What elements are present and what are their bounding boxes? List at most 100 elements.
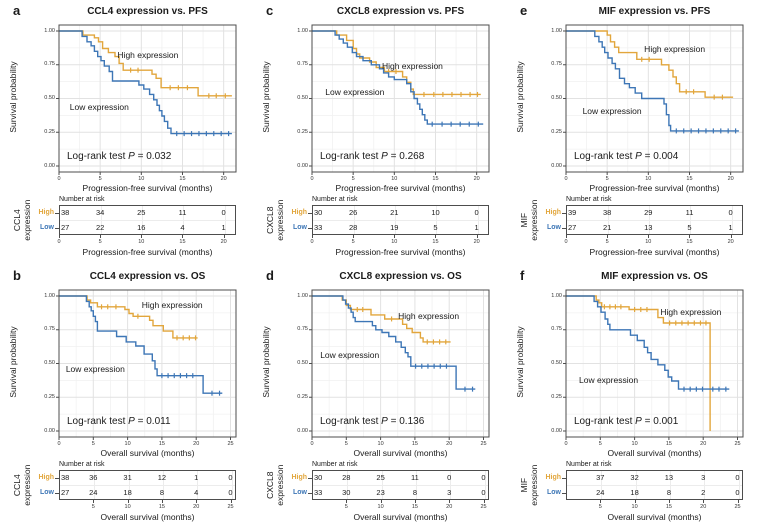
risk-row-tick [308,492,312,494]
y-tick-label: 0.50 [297,95,308,101]
risk-tick-label: 25 [734,504,741,510]
panel-title: MIF expression vs. PFS [598,6,711,17]
x-tick-label: 10 [124,441,131,447]
high-expression-label: High expression [398,311,460,322]
risk-row-tick [562,212,566,214]
risk-value-high: 11 [178,208,187,217]
x-tick-label: 0 [564,176,568,182]
risk-value-low: 16 [137,223,146,232]
risk-value-low: 24 [89,488,98,497]
x-tick-label: 15 [179,176,186,182]
risk-row-tick [562,492,566,494]
risk-axis-tick [127,500,129,503]
risk-row-label-high: High [291,474,307,481]
gene-expression-word: expression [529,199,539,241]
risk-axis-tick [182,235,184,238]
risk-value-high: 11 [411,473,419,482]
risk-value-low: 0 [735,488,740,497]
risk-axis-tick [196,500,198,503]
logrank-test-text: Log-rank test P = 0.032 [67,151,171,162]
risk-value-high: 13 [664,473,674,482]
gene-name: CXCL8 [264,471,275,499]
risk-tick-label: 10 [645,239,652,245]
x-tick-label: 5 [598,441,602,447]
risk-tick-label: 10 [391,239,398,245]
y-tick-label: 1.00 [551,292,562,299]
gene-axis-label: MIF expression [519,180,539,260]
panel-title: MIF expression vs. OS [601,271,708,282]
km-curve-high-expression [59,295,198,339]
risk-tick-label: 10 [124,504,131,510]
risk-value-low: 8 [159,488,164,497]
panel-e: e MIF expression vs. PFS Survival probabil… [507,0,760,265]
risk-table-header: Number at risk [59,461,105,468]
panel-letter: d [266,268,274,283]
risk-value-high: 0 [735,473,740,482]
risk-axis-tick [703,500,705,503]
plot-border [311,289,490,438]
risk-row-label-high: High [38,209,54,216]
risk-tick-label: 5 [91,504,95,510]
risk-value-high: 25 [376,473,385,482]
risk-axis-tick [730,235,732,238]
risk-value-high: 26 [348,208,358,217]
risk-value-low: 13 [644,223,653,232]
y-tick-label: 1.00 [44,292,55,299]
y-tick-label: 0.50 [551,360,562,366]
risk-value-low: 27 [61,223,70,232]
risk-row-divider [313,220,488,221]
plot-border [311,24,490,173]
km-curve-high-expression [566,30,734,98]
panel-letter: e [520,3,528,18]
p-value: = 0.004 [641,150,679,162]
panel-title: CXCL8 expression vs. PFS [336,6,465,17]
risk-tick-label: 15 [411,504,418,510]
logrank-label: Log-rank test [320,150,379,162]
risk-table [59,470,236,500]
risk-tick-label: 15 [665,504,672,510]
risk-value-high: 0 [447,473,452,482]
panel-letter: f [520,268,525,283]
panel-letter: b [13,268,21,283]
risk-table-header: Number at risk [566,461,612,468]
gene-axis-label: MIF expression [519,445,539,525]
y-tick-label: 1.00 [297,292,308,299]
risk-axis-tick [476,235,478,238]
risk-axis-tick [483,500,485,503]
panel-title: CXCL8 expression vs. OS [339,271,462,282]
risk-row-label-low: Low [293,489,307,496]
risk-row-tick [562,477,566,479]
km-curve-low-expression [59,30,232,135]
risk-value-low: 33 [314,488,323,497]
y-tick-label: 0.75 [551,326,562,333]
gene-name: MIF [518,212,529,228]
km-plot [56,289,237,440]
x-tick-label: 10 [138,176,145,182]
x-tick-label: 10 [631,441,638,447]
x-tick-label: 5 [605,176,609,182]
risk-axis-tick [161,500,163,503]
risk-value-low: 19 [390,223,399,232]
risk-value-high: 36 [89,473,98,482]
x-tick-label: 20 [193,441,200,447]
gene-expression-word: expression [275,464,285,506]
y-tick-label: 0.25 [551,393,562,400]
x-tick-label: 5 [344,441,348,447]
risk-value-low: 28 [348,223,358,232]
x-tick-label: 20 [446,441,453,447]
y-tick-label: 0.25 [551,128,562,135]
panel-f: f MIF expression vs. OS Survival probabili… [507,265,760,529]
gene-name: CCL4 [11,474,22,497]
risk-axis-tick [737,500,739,503]
p-symbol: P [635,150,642,162]
risk-x-axis-label: Progression-free survival (months) [589,247,720,257]
x-tick-label: 10 [377,441,384,447]
risk-tick-label: 5 [351,239,355,245]
risk-axis-tick [353,235,355,238]
plot-border [565,24,744,173]
risk-value-high: 3 [701,473,706,482]
risk-value-high: 21 [390,208,399,217]
low-expression-label: Low expression [325,86,385,97]
risk-row-label-low: Low [547,489,561,496]
